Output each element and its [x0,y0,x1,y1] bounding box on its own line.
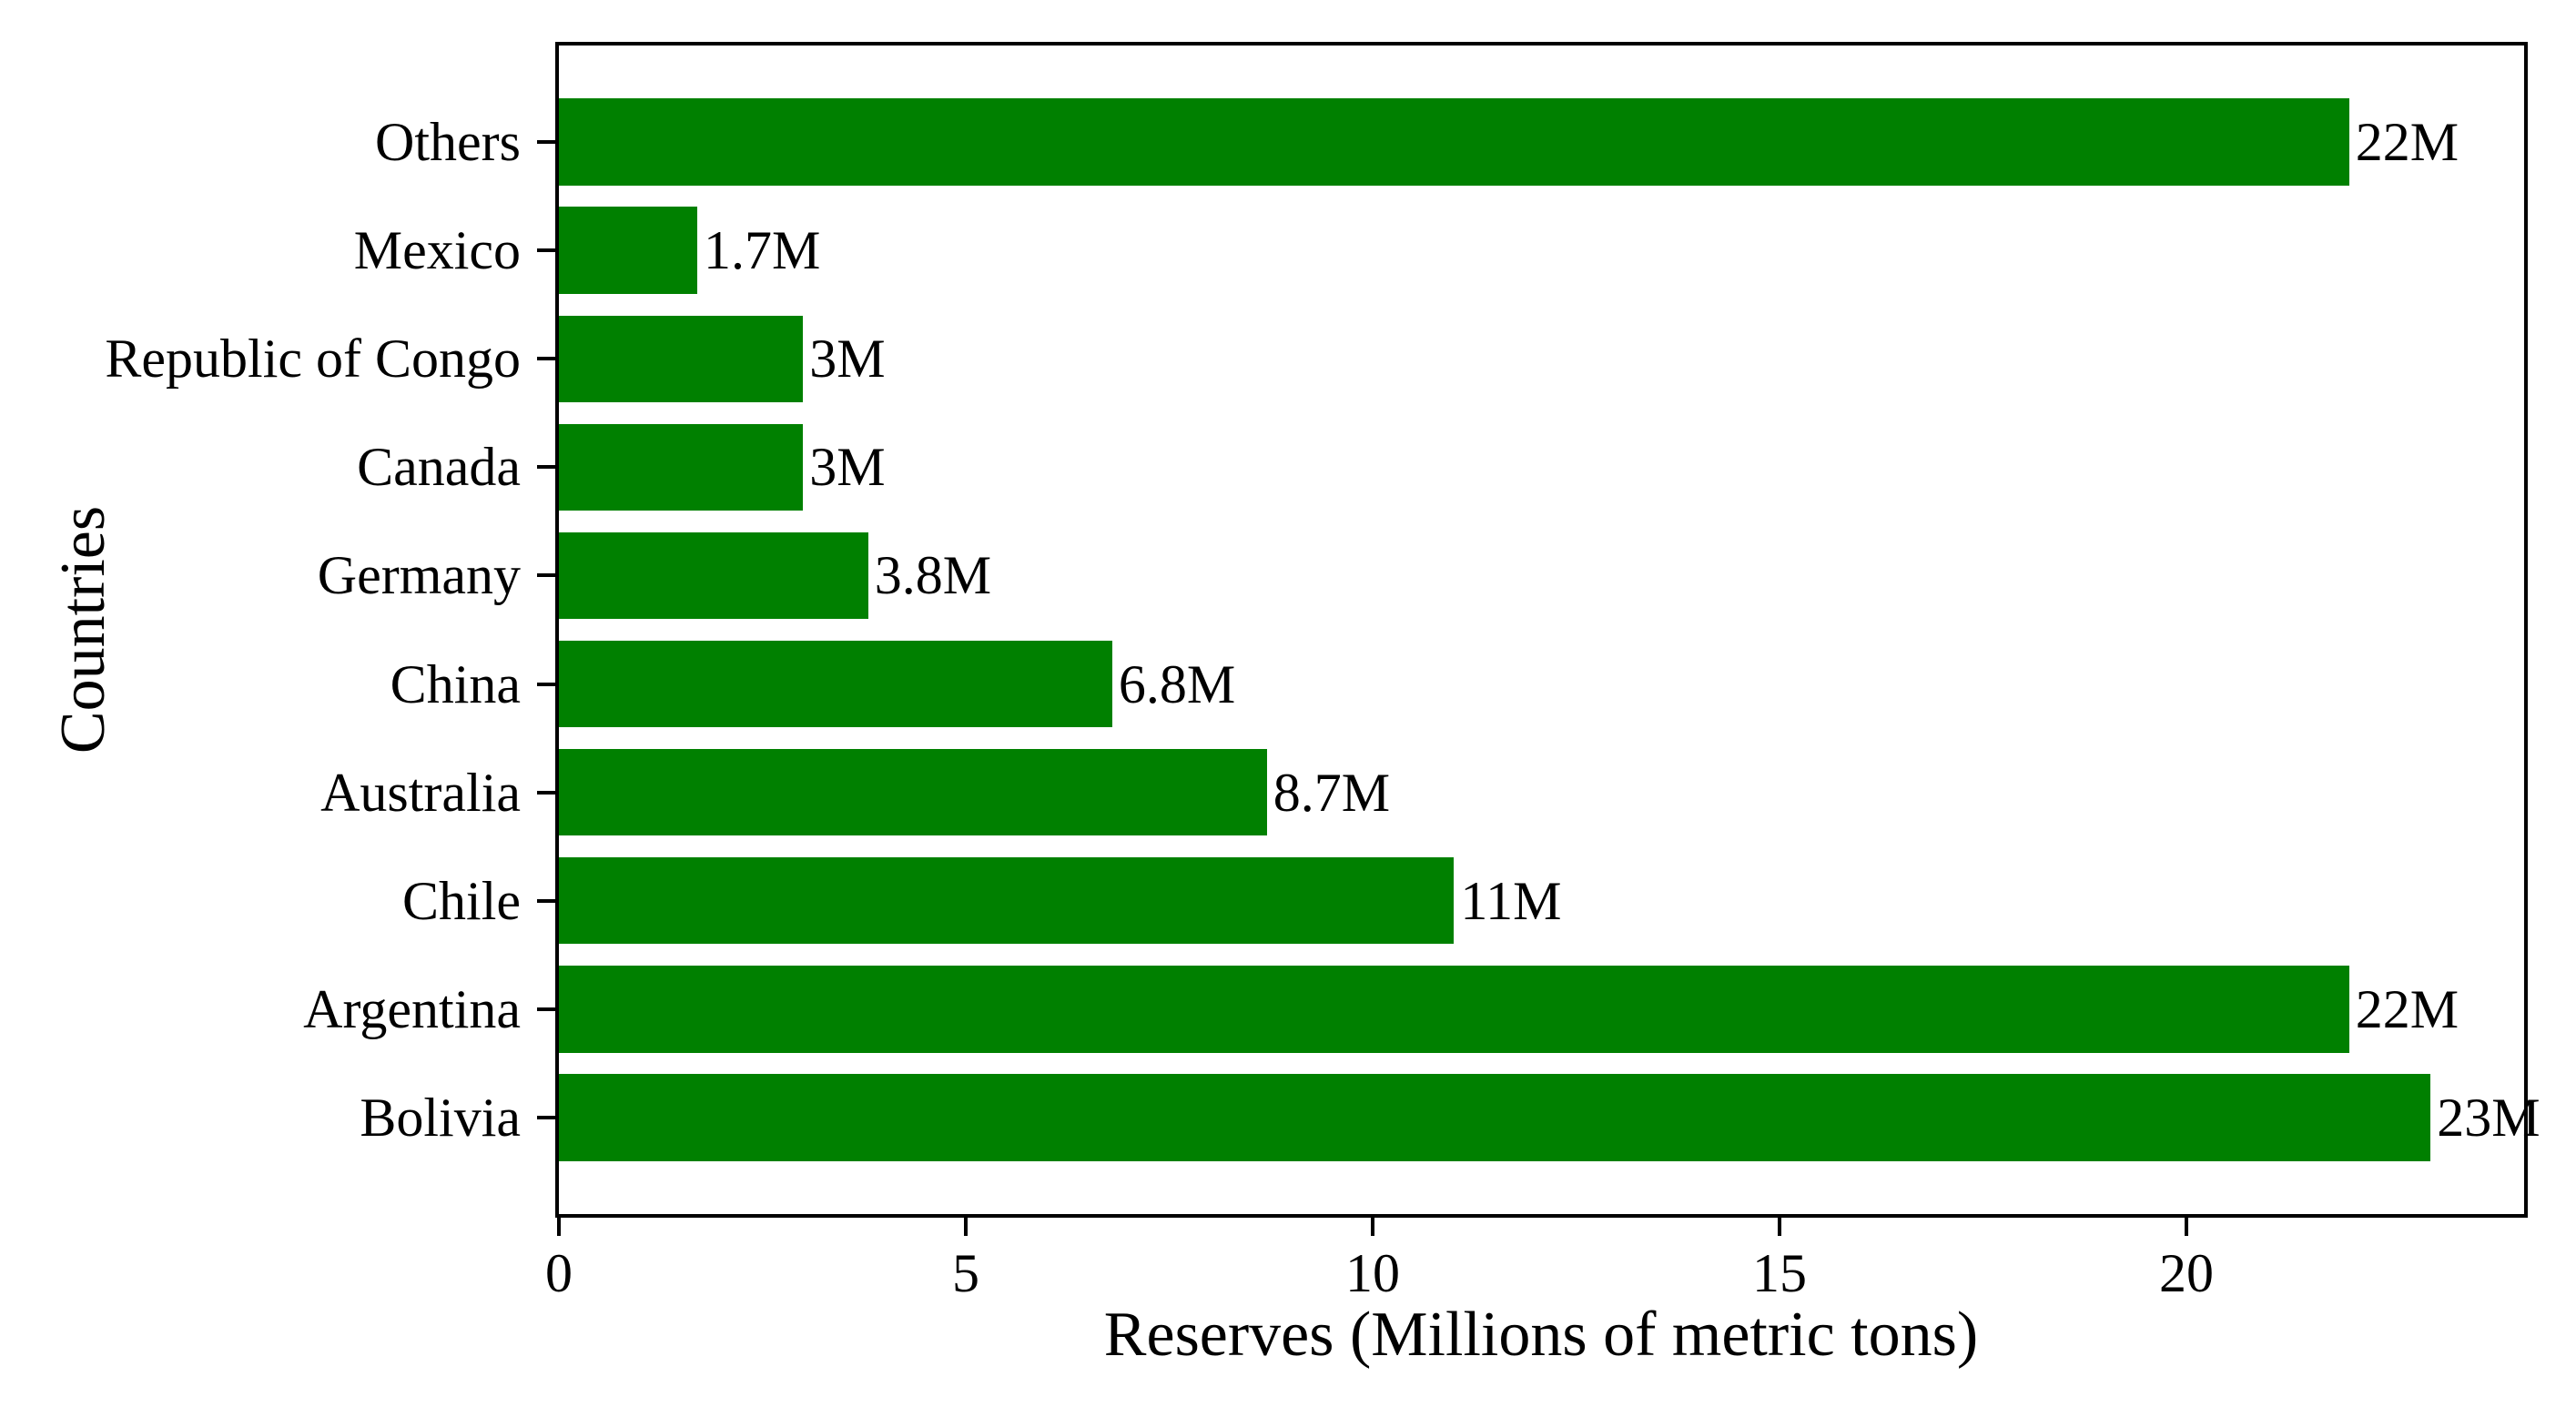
y-tick-label: Mexico [353,220,521,281]
bar-value-label: 22M [2355,978,2459,1039]
x-tick-mark [1370,1218,1374,1236]
y-tick-label-row: China [0,630,521,738]
bar-row: 11M [559,846,2524,955]
bar-row: 3.8M [559,521,2524,630]
y-tick-label: Germany [317,545,521,606]
y-tick-label: Australia [320,762,521,823]
bar [559,315,804,402]
y-tick-label: Republic of Congo [105,329,521,390]
y-tick-mark [537,248,555,253]
x-tick-label: 10 [1344,1243,1400,1303]
bar [559,531,868,620]
y-tick-label-row: Others [0,87,521,196]
bar-row: 6.8M [559,630,2524,738]
bar-row: 3M [559,305,2524,413]
y-tick-label: Canada [357,437,521,498]
bar-value-label: 23M [2437,1087,2541,1148]
x-tick-label: 0 [545,1243,573,1303]
bar-row: 3M [559,413,2524,521]
bar-value-label: 8.7M [1273,762,1391,823]
bar-row: 23M [559,1063,2541,1171]
y-tick-labels-column: Others Mexico Republic of Congo Canada Germa… [0,46,521,1214]
bar-value-label: 6.8M [1118,653,1236,714]
y-tick-label-row: Argentina [0,955,521,1063]
y-tick-label-row: Republic of Congo [0,305,521,413]
x-tick-mark [1777,1218,1781,1236]
y-tick-label-row: Bolivia [0,1063,521,1171]
y-tick-mark [537,357,555,361]
x-tick-mark [557,1218,561,1236]
y-tick-label-row: Canada [0,413,521,521]
y-tick-mark [537,465,555,470]
x-tick-label: 15 [1751,1243,1807,1303]
bar-value-label: 3.8M [874,545,992,606]
y-tick-mark [537,1115,555,1119]
bar [559,640,1112,728]
bar [559,423,804,511]
y-tick-mark [537,682,555,686]
bar-row: 8.7M [559,738,2524,846]
y-tick-label: Chile [402,870,521,931]
bar-row: 22M [559,955,2524,1063]
bar-row: 1.7M [559,197,2524,305]
x-tick-label: 5 [951,1243,979,1303]
bar [559,966,2349,1053]
y-tick-label: China [390,653,521,714]
bar [559,207,697,294]
y-tick-label-row: Mexico [0,197,521,305]
bar [559,98,2349,186]
bar-value-label: 3M [809,437,886,498]
y-tick-label: Bolivia [360,1087,521,1148]
bar-value-label: 1.7M [703,220,821,281]
y-tick-mark [537,140,555,144]
bar-row: 22M [559,87,2524,196]
bar-value-label: 11M [1460,870,1562,931]
y-tick-mark [537,1007,555,1011]
y-tick-mark [537,898,555,903]
x-tick-label: 20 [2158,1243,2214,1303]
x-tick-mark [2184,1218,2188,1236]
y-tick-label-row: Germany [0,521,521,630]
y-tick-mark [537,573,555,578]
y-tick-label-row: Australia [0,738,521,846]
y-tick-label: Others [375,111,521,172]
bar [559,857,1455,945]
bar [559,749,1267,836]
x-tick-mark [963,1218,968,1236]
x-axis-title: Reserves (Millions of metric tons) [1103,1300,1979,1370]
bar [559,1074,2431,1161]
y-tick-mark [537,790,555,795]
bar-value-label: 3M [809,329,886,390]
y-tick-label: Argentina [303,978,521,1039]
plot-area: 22M 1.7M 3M 3M 3.8M 6.8M 8.7M 11M 22M 23M 0 5 10 15 20 [537,42,2541,1303]
y-tick-label-row: Chile [0,846,521,955]
bar-value-label: 22M [2355,111,2459,172]
